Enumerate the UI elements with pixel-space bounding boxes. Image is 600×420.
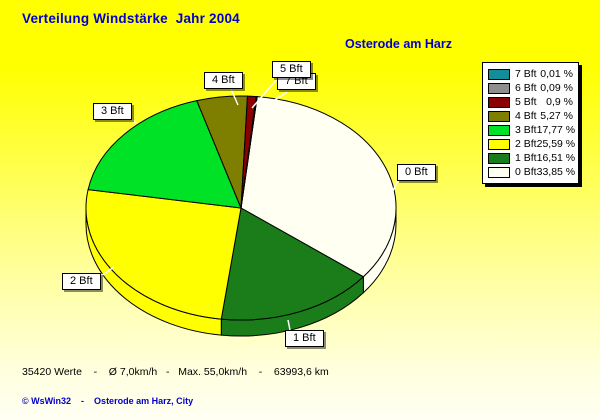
pie-label-3bft: 3 Bft (93, 103, 132, 120)
legend-item: 3 Bft 17,77 % (488, 123, 576, 137)
legend-item-percent: 25,59 % (536, 138, 576, 150)
legend-item-label: 7 Bft (515, 68, 537, 80)
legend-swatch (488, 166, 510, 178)
legend-swatch (488, 124, 510, 136)
chart-subtitle: Osterode am Harz (345, 37, 452, 51)
legend-item-label: 6 Bft (515, 82, 537, 94)
pie-label-0bft: 0 Bft (397, 164, 436, 181)
callout-leader-line (257, 91, 288, 112)
callout-leader-line (385, 179, 399, 206)
pie-slice-0-bft (240, 96, 397, 278)
legend-item-label: 1 Bft (515, 152, 537, 164)
legend-item-percent: 0,9 % (546, 96, 573, 108)
legend-item-percent: 0,01 % (540, 68, 573, 80)
chart-title: Verteilung Windstärke Jahr 2004 (22, 11, 240, 26)
legend-item: 7 Bft 0,01 % (488, 67, 573, 81)
callout-leader-line (230, 88, 239, 106)
legend-item-label: 5 Bft (515, 96, 537, 108)
callout-leader-line (287, 319, 291, 331)
legend-swatch (488, 152, 510, 164)
legend-swatch (488, 96, 510, 108)
pie-slice-2-bft (85, 189, 242, 320)
legend-swatch (488, 138, 510, 150)
legend-item-percent: 17,77 % (536, 124, 576, 136)
legend-item-percent: 0,09 % (540, 82, 573, 94)
legend-item: 1 Bft 16,51 % (488, 151, 576, 165)
legend-item: 0 Bft 33,85 % (488, 165, 576, 179)
legend-item: 4 Bft 5,27 % (488, 109, 573, 123)
legend-item: 6 Bft 0,09 % (488, 81, 573, 95)
callout-leader-line (100, 266, 115, 277)
pie-slice-3-bft (87, 100, 242, 209)
pie-label-5bft: 5 Bft (272, 61, 311, 78)
legend-swatch (488, 110, 510, 122)
legend-item-label: 4 Bft (515, 110, 537, 122)
legend-swatch (488, 82, 510, 94)
legend: 7 Bft 0,01 % 6 Bft 0,09 % 5 Bft 0,9 % 4 Bft 5,2… (482, 62, 579, 184)
pie-slice-1-bft (220, 207, 365, 321)
legend-item: 2 Bft 25,59 % (488, 137, 576, 151)
status-line: 35420 Werte - Ø 7,0km/h - Max. 55,0km/h … (22, 366, 329, 378)
legend-item: 5 Bft 0,9 % (488, 95, 573, 109)
legend-item-label: 2 Bft (515, 138, 537, 150)
pie-slice-7-bft (240, 96, 258, 209)
callout-leader-line (251, 78, 278, 109)
copyright-line: © WsWin32 - Osterode am Harz, City (22, 396, 194, 406)
legend-swatch (488, 68, 510, 80)
pie-label-4bft: 4 Bft (204, 72, 243, 89)
legend-item-percent: 33,85 % (536, 166, 576, 178)
legend-item-label: 3 Bft (515, 124, 537, 136)
legend-item-percent: 5,27 % (540, 110, 573, 122)
legend-item-label: 0 Bft (515, 166, 537, 178)
pie-label-2bft: 2 Bft (62, 273, 101, 290)
pie-label-1bft: 1 Bft (285, 330, 324, 347)
legend-item-percent: 16,51 % (536, 152, 576, 164)
